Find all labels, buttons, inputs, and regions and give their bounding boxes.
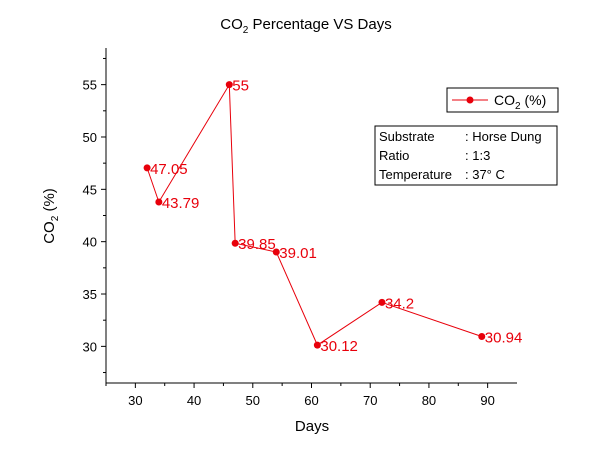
info-key-substrate: Substrate	[379, 129, 435, 144]
legend-label: CO2 (%)	[494, 92, 546, 112]
x-tick-label: 40	[187, 393, 201, 408]
y-tick-label: 40	[83, 235, 97, 250]
x-tick-label: 30	[128, 393, 142, 408]
data-point	[478, 333, 486, 341]
data-point	[155, 198, 163, 206]
data-point	[143, 164, 151, 172]
info-value-temperature: : 37° C	[465, 167, 505, 182]
x-tick-label: 90	[480, 393, 494, 408]
info-box: Substrate : Horse Dung Ratio : 1:3 Tempe…	[374, 125, 558, 186]
info-value-ratio: : 1:3	[465, 148, 490, 163]
data-label: 39.01	[279, 245, 317, 262]
legend: CO2 (%)	[446, 87, 559, 113]
y-tick-label: 45	[83, 182, 97, 197]
y-tick-label: 30	[83, 339, 97, 354]
x-tick-label: 80	[422, 393, 436, 408]
legend-marker	[466, 96, 474, 104]
data-label: 47.05	[150, 161, 188, 178]
data-label: 30.12	[320, 338, 358, 355]
y-tick-label: 55	[83, 78, 97, 93]
data-label: 55	[232, 78, 249, 95]
x-axis-label: Days	[295, 418, 329, 435]
y-tick-label: 35	[83, 287, 97, 302]
y-ticks: 30 35 40 45 50 55	[83, 57, 106, 374]
info-value-substrate: : Horse Dung	[465, 129, 542, 144]
info-key-temperature: Temperature	[379, 167, 452, 182]
y-axis-label: CO2 (%)	[41, 188, 61, 244]
data-points	[143, 81, 486, 349]
data-point	[231, 239, 239, 247]
info-key-ratio: Ratio	[379, 148, 409, 163]
data-label: 34.2	[385, 295, 414, 312]
info-box-frame	[374, 125, 558, 186]
data-point	[225, 81, 233, 89]
x-tick-label: 70	[363, 393, 377, 408]
data-point	[272, 248, 280, 256]
series-line-co2	[146, 82, 482, 346]
data-label: 39.85	[238, 236, 276, 253]
data-label: 43.79	[162, 195, 200, 212]
x-tick-label: 60	[304, 393, 318, 408]
data-point	[313, 341, 321, 349]
data-point	[378, 298, 386, 306]
x-ticks: 30 40 50 60 70 80 90	[105, 383, 495, 408]
x-tick-label: 50	[246, 393, 260, 408]
y-tick-label: 50	[83, 130, 97, 145]
chart-title: CO2 Percentage VS Days	[220, 16, 391, 36]
data-label: 30.94	[485, 330, 523, 347]
